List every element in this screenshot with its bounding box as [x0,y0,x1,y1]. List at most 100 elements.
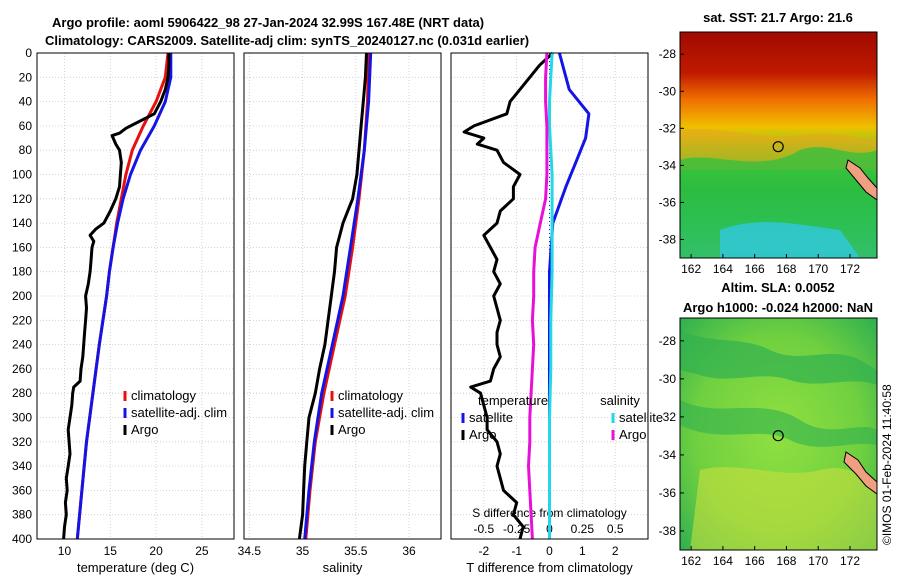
map-xtick-label-0-0: 162 [681,262,701,276]
xtick-label-2-4: 2 [612,544,619,558]
header-title-line1: Argo profile: aoml 5906422_98 27-Jan-202… [52,15,485,30]
legend-label-2-1: satellite [469,410,513,425]
map-ytick-label-0-1: -30 [659,84,677,98]
xlabel-1: salinity [323,560,363,575]
map-xtick-label-0-2: 166 [745,262,765,276]
imos-credit: ©IMOS 01-Feb-2024 11:40:58 [880,384,894,545]
legend-label-1-1: satellite-adj. clim [338,405,434,420]
xtick-label-0-0: 10 [58,544,72,558]
xtick-label-1-2: 35.5 [344,544,368,558]
series-line-2-3 [527,52,549,540]
xtick-label-0-1: 15 [104,544,118,558]
ytick-label-180: 180 [12,265,32,279]
xtick-label-2-1: -1 [511,544,522,558]
map-ytick-label-1-4: -36 [659,486,677,500]
map-xtick-label-1-3: 168 [776,554,796,568]
ytick-label-120: 120 [12,192,32,206]
ytick-label-20: 20 [19,70,33,84]
sla-map-subtitle: Argo h1000: -0.024 h2000: NaN [683,300,873,315]
xlabel-2: T difference from climatology [466,560,633,575]
ytick-label-240: 240 [12,338,32,352]
legend-label-2-3: salinity [600,393,640,408]
ytick-label-400: 400 [12,532,32,546]
map-xtick-label-1-0: 162 [681,554,701,568]
xtick-label-2-0: -2 [478,544,489,558]
map-ytick-label-0-3: -34 [659,158,677,172]
map-ytick-label-0-2: -32 [659,121,677,135]
map-ytick-label-1-0: -28 [659,334,677,348]
xtick-label-1-3: 36 [402,544,416,558]
series-line-1-2 [297,52,368,540]
map-ytick-label-1-5: -38 [659,524,677,538]
ytick-label-340: 340 [12,459,32,473]
sst-cyan-blob [720,222,860,258]
sla-map-title: Altim. SLA: 0.0052 [721,280,834,295]
legend-label-2-2: Argo [469,427,496,442]
panel-frame-2 [450,52,649,540]
panel-bg-0 [37,53,234,539]
map-xtick-label-0-3: 168 [776,262,796,276]
sla-dark-band [680,330,877,385]
ytick-label-80: 80 [19,143,33,157]
panel-frame-1 [243,52,442,540]
ytick-label-0: 0 [25,46,32,60]
sst-map: 162 164 166 168 170 172 -28 -30 -32 -34 -36 -38 [659,31,878,276]
map-xtick-label-1-4: 170 [808,554,828,568]
map-ytick-label-0-0: -28 [659,47,677,61]
xtick-label-1-0: 34.5 [238,544,262,558]
ytick-label-140: 140 [12,216,32,230]
panel-frame-0 [36,52,235,540]
sla-argo-marker [772,430,784,442]
ytick-label-300: 300 [12,411,32,425]
legend-label-2-0: temperature [478,393,548,408]
xtick-label-0-2: 20 [149,544,163,558]
sla-map: 162 164 166 168 170 172 -28 -30 -32 -34 -36 -38 [659,317,878,568]
ytick-label-200: 200 [12,289,32,303]
sst-map-title: sat. SST: 21.7 Argo: 21.6 [703,10,853,25]
ytick-label-320: 320 [12,435,32,449]
ytick-label-40: 40 [19,95,33,109]
ytick-label-280: 280 [12,386,32,400]
sla-coastline [843,451,877,495]
ytick-label-260: 260 [12,362,32,376]
ytick-label-360: 360 [12,483,32,497]
map-xtick-label-0-4: 170 [808,262,828,276]
xtick-label-1-1: 35 [296,544,310,558]
header-title-line2: Climatology: CARS2009. Satellite-adj cli… [45,33,530,48]
ytick-label-60: 60 [19,119,33,133]
sla-yellow-patch [690,467,877,550]
legend-label-0-2: Argo [131,422,158,437]
legend-label-2-4: satellite [619,410,663,425]
xtick-top-label-0: -0.5 [473,522,494,536]
xtick-label-0-3: 25 [195,544,209,558]
map-ytick-label-1-1: -30 [659,372,677,386]
xtick-label-2-2: 0 [546,544,553,558]
legend-label-2-5: Argo [619,427,646,442]
legend-label-1-2: Argo [338,422,365,437]
series-line-0-1 [75,53,173,540]
ytick-label-220: 220 [12,313,32,327]
sla-dark-band-2 [680,400,877,447]
sst-frame [679,31,878,259]
map-ytick-label-1-3: -34 [659,448,677,462]
xtick-top-label-1: -0.25 [503,522,531,536]
xtick-top-label-3: 0.25 [571,522,595,536]
legend-label-0-1: satellite-adj. clim [131,405,227,420]
ytick-label-100: 100 [12,168,32,182]
map-xtick-label-1-2: 166 [745,554,765,568]
ytick-label-380: 380 [12,508,32,522]
sst-argo-marker [772,141,784,153]
map-xtick-label-0-1: 164 [713,262,733,276]
map-ytick-label-0-4: -36 [659,195,677,209]
xlabel-0: temperature (deg C) [77,560,194,575]
sla-frame [679,317,878,551]
map-ytick-label-0-5: -38 [659,232,677,246]
series-line-0-2 [62,53,171,540]
ytick-label-160: 160 [12,240,32,254]
map-xtick-label-0-5: 172 [840,262,860,276]
map-xtick-label-1-5: 172 [840,554,860,568]
legend-label-1-0: climatology [338,388,404,403]
series-line-2-2 [548,52,554,539]
map-ytick-label-1-2: -32 [659,410,677,424]
